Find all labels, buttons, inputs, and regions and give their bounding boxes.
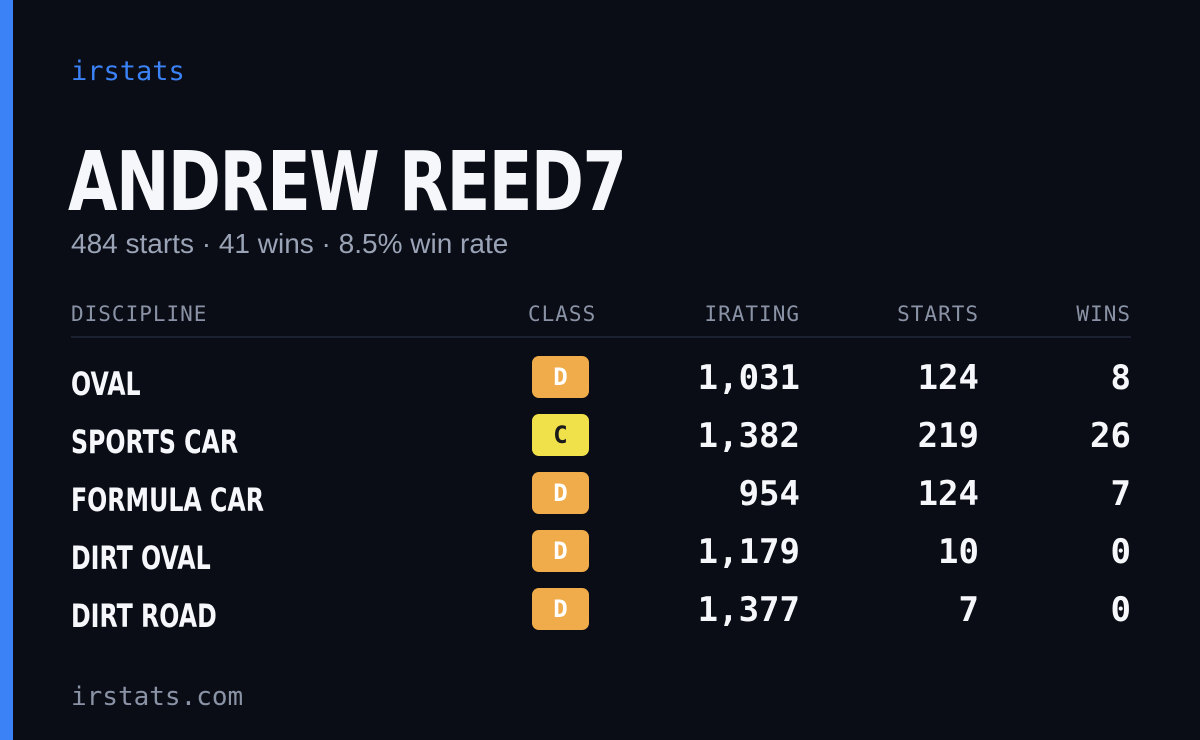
- stats-table: DISCIPLINE CLASS IRATING STARTS WINS OVA…: [71, 298, 1131, 644]
- irating-value: 1,179: [697, 532, 800, 572]
- starts-value: 7: [958, 590, 979, 630]
- table-row: SPORTS CAR C 1,382 219 26: [71, 412, 1131, 470]
- accent-bar: [0, 0, 13, 740]
- table-row: DIRT ROAD D 1,377 7 0: [71, 586, 1131, 644]
- brand-logo-text: irstats: [71, 56, 185, 87]
- starts-value: 219: [917, 416, 979, 456]
- discipline-name: OVAL: [71, 365, 141, 403]
- header-irating: IRATING: [704, 302, 800, 326]
- table-body: OVAL D 1,031 124 8 SPORTS CAR C 1,382 21…: [71, 354, 1131, 644]
- starts-value: 124: [917, 474, 979, 514]
- class-badge: D: [532, 356, 589, 398]
- class-badge: D: [532, 588, 589, 630]
- irating-value: 1,382: [697, 416, 800, 456]
- starts-value: 124: [917, 358, 979, 398]
- header-starts: STARTS: [897, 302, 979, 326]
- irating-value: 1,377: [697, 590, 800, 630]
- discipline-name: FORMULA CAR: [71, 481, 264, 519]
- wins-value: 7: [1110, 474, 1131, 514]
- wins-value: 8: [1110, 358, 1131, 398]
- irating-value: 1,031: [697, 358, 800, 398]
- table-row: FORMULA CAR D 954 124 7: [71, 470, 1131, 528]
- discipline-name: DIRT OVAL: [71, 539, 211, 577]
- class-badge: C: [532, 414, 589, 456]
- discipline-name: DIRT ROAD: [71, 597, 217, 635]
- starts-value: 10: [938, 532, 979, 572]
- class-badge: D: [532, 530, 589, 572]
- table-header: DISCIPLINE CLASS IRATING STARTS WINS: [71, 298, 1131, 338]
- table-row: DIRT OVAL D 1,179 10 0: [71, 528, 1131, 586]
- class-badge: D: [532, 472, 589, 514]
- wins-value: 0: [1110, 590, 1131, 630]
- footer-url[interactable]: irstats.com: [71, 682, 244, 712]
- discipline-name: SPORTS CAR: [71, 423, 239, 461]
- table-row: OVAL D 1,031 124 8: [71, 354, 1131, 412]
- wins-value: 0: [1110, 532, 1131, 572]
- irating-value: 954: [738, 474, 800, 514]
- wins-value: 26: [1090, 416, 1131, 456]
- header-wins: WINS: [1076, 302, 1131, 326]
- header-discipline: DISCIPLINE: [71, 302, 208, 326]
- driver-name: ANDREW REED7: [68, 135, 627, 230]
- driver-summary: 484 starts · 41 wins · 8.5% win rate: [71, 228, 509, 259]
- header-class: CLASS: [528, 302, 597, 326]
